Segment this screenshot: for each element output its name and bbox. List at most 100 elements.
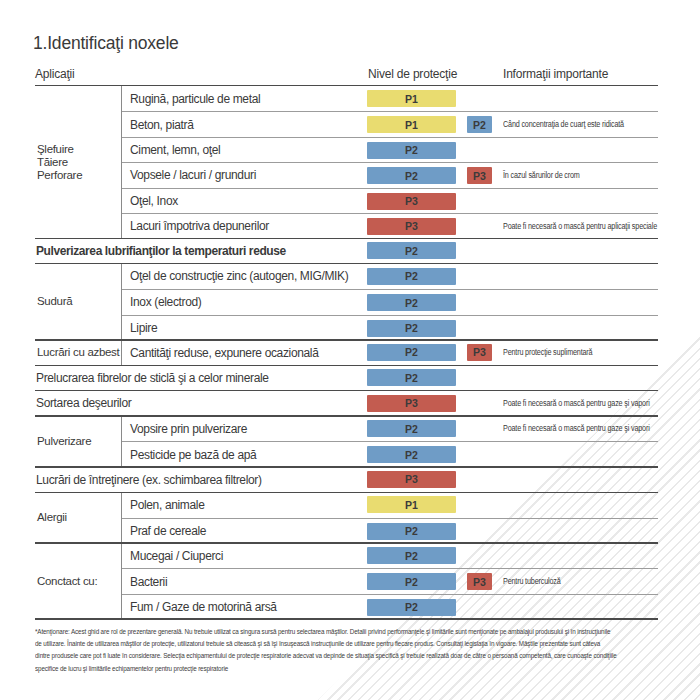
group-label-line: Sudură — [37, 295, 121, 308]
application-label: Vopsele / lacuri / grunduri — [122, 168, 256, 182]
group-label: ŞlefuireTăierePerforare — [35, 86, 122, 238]
application-label: Beton, piatră — [122, 118, 194, 132]
table-row: LipireP2 — [122, 315, 658, 340]
application-label: Cantităţi reduse, expunere ocazională — [122, 346, 319, 360]
table-section: Pulverizarea lubrifianţilor la temperatu… — [35, 238, 658, 263]
section-items: Rugină, particule de metalP1 Beton, piatr… — [122, 86, 658, 238]
table-row: Pulverizarea lubrifianţilor la temperatu… — [35, 238, 658, 263]
protection-badge-p2: P2 — [367, 523, 456, 540]
protection-badge-p3: P3 — [467, 573, 492, 590]
section-items: Lucrări de întreţinere (ex. schimbarea f… — [35, 467, 658, 492]
application-label: Sortarea deşeurilor — [35, 396, 131, 410]
protection-badge-p2: P2 — [367, 167, 456, 184]
table-row: Pesticide pe bază de apăP2 — [122, 441, 658, 466]
application-label: Oţel de construcţie zinc (autogen, MIG/M… — [122, 269, 348, 283]
hazard-table: Aplicaţii Nivel de protecţie Informaţii … — [35, 62, 658, 619]
protection-badge-p3: P3 — [467, 167, 492, 184]
info-note: Pentru protecţie suplimentară — [503, 347, 592, 357]
table-row: Fum / Gaze de motorină arsă P2 — [122, 594, 658, 619]
section-items: Polen, animaleP1 Praf de cereale P2 — [122, 492, 658, 543]
footnote-line: *Atenţionare: Acest ghid are rol de prez… — [35, 626, 629, 638]
protection-badge-p2: P2 — [367, 142, 456, 159]
protection-badge-p1: P1 — [367, 496, 456, 513]
application-label: Bacterii — [122, 575, 167, 589]
table-row: Oţel de construcţie zinc (autogen, MIG/M… — [122, 264, 658, 289]
table-body: ŞlefuireTăierePerforareRugină, particule… — [35, 86, 658, 619]
protection-badge-p3: P3 — [367, 395, 456, 412]
group-label-line: Alergii — [37, 511, 121, 524]
table-section: AlergiiPolen, animaleP1 Praf de cereale P2 — [35, 492, 658, 543]
protection-badge-p1: P1 — [367, 90, 456, 107]
application-label: Lacuri împotriva depunerilor — [122, 219, 269, 233]
application-label: Lucrări de întreţinere (ex. schimbarea f… — [35, 473, 262, 487]
protection-badge-p2: P2 — [367, 320, 456, 337]
group-label: Pulverizare — [35, 416, 122, 467]
protection-badge-p2: P2 — [467, 116, 492, 133]
info-note: Poate fi necesară o mască pentru gaze şi… — [503, 423, 650, 433]
application-label: Mucegai / Ciuperci — [122, 549, 223, 563]
protection-badge-p2: P2 — [367, 573, 456, 590]
group-label-line: Conctact cu: — [37, 575, 121, 588]
section-items: Vopsire prin pulverizare P2 Poate fi neces… — [122, 416, 658, 467]
table-row: Prelucrarea fibrelor de sticlă şi a celo… — [35, 365, 658, 390]
table-section: Lucrări cu azbestCantităţi reduse, expun… — [35, 340, 658, 365]
info-note: Pentru tuberculoză — [503, 576, 561, 586]
protection-badge-p2: P2 — [367, 599, 456, 616]
table-row: Lacuri împotriva depunerilorP3Poate fi n… — [122, 213, 658, 238]
table-section: Conctact cu:Mucegai / CiuperciP2Bacterii… — [35, 543, 658, 619]
table-section: ŞlefuireTăierePerforareRugină, particule… — [35, 86, 658, 238]
group-label: Sudură — [35, 264, 122, 340]
group-label: Alergii — [35, 492, 122, 543]
section-items: Pulverizarea lubrifianţilor la temperatu… — [35, 238, 658, 263]
protection-badge-p2: P2 — [367, 242, 456, 259]
table-row: Rugină, particule de metalP1 — [122, 86, 658, 111]
table-row: Lucrări de întreţinere (ex. schimbarea f… — [35, 467, 658, 492]
protection-badge-p2: P2 — [367, 420, 456, 437]
header-protection-level: Nivel de protecţie — [368, 67, 457, 81]
protection-badge-p1: P1 — [367, 116, 456, 133]
protection-badge-p3: P3 — [467, 344, 492, 361]
table-row: Beton, piatrăP1P2Când concentraţia de cu… — [122, 111, 658, 136]
table-section: PulverizareVopsire prin pulverizare P2 Poa… — [35, 416, 658, 467]
table-row: Praf de cereale P2 — [122, 518, 658, 543]
section-items: Sortarea deşeurilor P3 Poate fi necesară o… — [35, 391, 658, 416]
protection-badge-p2: P2 — [367, 268, 456, 285]
footnote: *Atenţionare: Acest ghid are rol de prez… — [35, 626, 695, 675]
section-items: Prelucrarea fibrelor de sticlă şi a celo… — [35, 365, 658, 390]
group-label: Conctact cu: — [35, 543, 122, 619]
section-items: Cantităţi reduse, expunere ocazională P2 P… — [122, 340, 658, 365]
group-label-line: Şlefuire — [37, 143, 121, 156]
group-label: Lucrări cu azbest — [35, 340, 122, 365]
group-label-line: Pulverizare — [37, 435, 121, 448]
table-row: Sortarea deşeurilor P3 Poate fi necesară o… — [35, 391, 658, 416]
header-applications: Aplicaţii — [35, 67, 75, 81]
info-note: Poate fi necesară o mască pentru gaze şi… — [503, 398, 650, 408]
application-label: Pulverizarea lubrifianţilor la temperatu… — [35, 244, 286, 258]
info-note: În cazul sărurilor de crom — [503, 170, 580, 180]
protection-badge-p2: P2 — [367, 294, 456, 311]
footnote-line: dintre produsele care pot fi luate în co… — [35, 650, 629, 662]
protection-badge-p2: P2 — [367, 344, 456, 361]
application-label: Inox (electrod) — [122, 295, 201, 309]
section-items: Mucegai / Ciuperci P2 Bacterii P2 P3 Pentru t… — [122, 543, 658, 619]
protection-badge-p3: P3 — [367, 218, 456, 235]
protection-badge-p3: P3 — [367, 471, 456, 488]
group-label-line: Tăiere — [37, 156, 121, 169]
application-label: Praf de cereale — [122, 524, 206, 538]
application-label: Ciment, lemn, oţel — [122, 143, 220, 157]
table-row: Ciment, lemn, oţel P2 — [122, 137, 658, 162]
table-row: Oţel, InoxP3 — [122, 188, 658, 213]
application-label: Oţel, Inox — [122, 194, 178, 208]
table-section: Lucrări de întreţinere (ex. schimbarea f… — [35, 467, 658, 492]
table-row: Bacterii P2 P3 Pentru tuberculoză — [122, 568, 658, 593]
table-row: Vopsire prin pulverizare P2 Poate fi neces… — [122, 416, 658, 441]
application-label: Vopsire prin pulverizare — [122, 422, 247, 436]
table-section: SudurăOţel de construcţie zinc (autogen,… — [35, 264, 658, 340]
application-label: Fum / Gaze de motorină arsă — [122, 600, 277, 614]
page-title: 1.Identificaţi noxele — [33, 33, 179, 54]
table-section: Prelucrarea fibrelor de sticlă şi a celo… — [35, 365, 658, 390]
table-row: Polen, animaleP1 — [122, 492, 658, 517]
group-label-line: Lucrări cu azbest — [37, 346, 121, 359]
table-row: Inox (electrod) P2 — [122, 289, 658, 314]
application-label: Pesticide pe bază de apă — [122, 448, 256, 462]
